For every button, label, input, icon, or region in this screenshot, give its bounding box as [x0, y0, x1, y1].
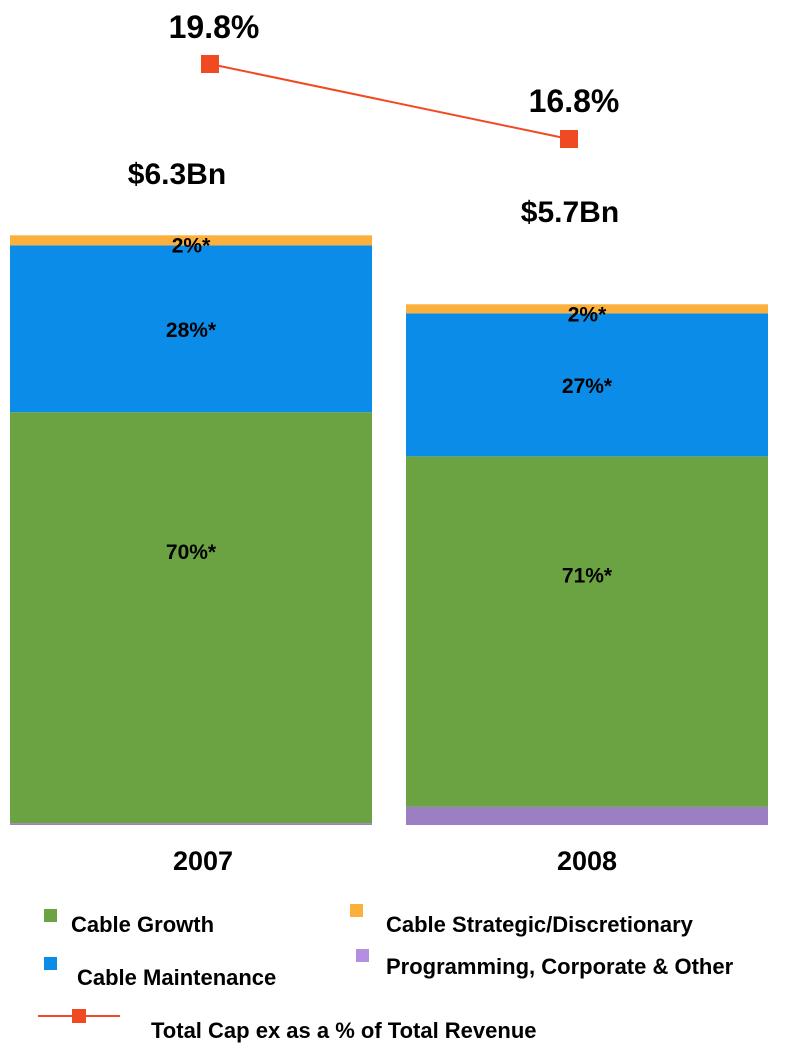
bar-cable-strategic-discretionary-2008	[406, 304, 768, 314]
label-cable-maintenance-2008: 27%*	[562, 375, 613, 398]
line-label-2008: 16.8%	[529, 83, 620, 119]
line-label-2007: 19.8%	[169, 9, 260, 45]
bar-cable-maintenance-2007	[10, 245, 372, 413]
bar-cable-growth-2007	[10, 412, 372, 824]
bar-programming-corporate-other-2008	[406, 806, 768, 825]
bar-cable-growth-2008	[406, 456, 768, 807]
total-label-2007: $6.3Bn	[128, 158, 226, 191]
x-tick-label-2007: 2007	[173, 846, 233, 876]
total-label-2008: $5.7Bn	[521, 196, 619, 229]
bar-cable-strategic-discretionary-2007	[10, 235, 372, 246]
line-point-2007	[201, 55, 219, 73]
label-cable-strategic-discretionary-2007: 2%*	[172, 234, 211, 257]
x-tick-label-2008: 2008	[557, 846, 617, 876]
bar-programming-corporate-other-2007	[10, 823, 372, 825]
capex-revenue-line	[209, 63, 570, 140]
label-cable-growth-2007: 70%*	[166, 541, 217, 564]
label-cable-maintenance-2007: 28%*	[166, 319, 217, 342]
label-cable-growth-2008: 71%*	[562, 564, 613, 587]
label-cable-strategic-discretionary-2008: 2%*	[568, 303, 607, 326]
line-point-2008	[560, 130, 578, 148]
bar-cable-maintenance-2008	[406, 313, 768, 457]
